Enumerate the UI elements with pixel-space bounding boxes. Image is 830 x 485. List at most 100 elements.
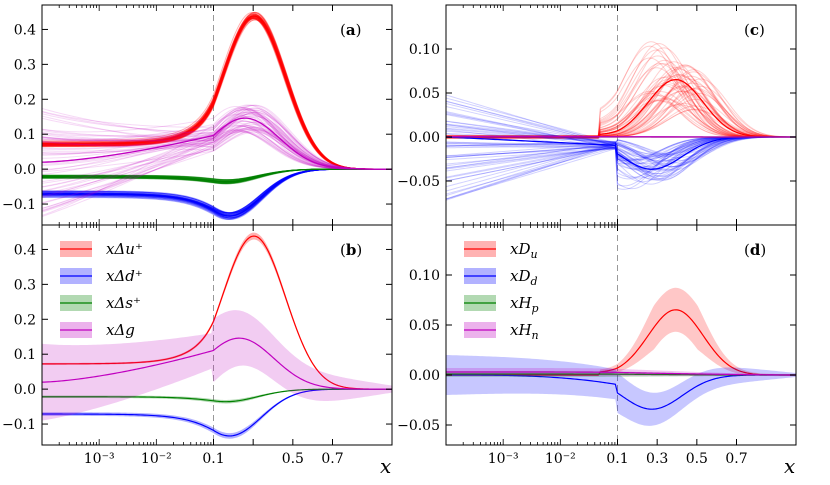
xtick-label: 0.5 — [686, 451, 708, 467]
panel-d: 0.10 0.05 0.00 −0.05 10⁻³ 10⁻² 0.1 0.3 0.5 0.7 x (d… — [397, 224, 797, 478]
replica-line — [446, 103, 796, 168]
ytick-label: 0.2 — [14, 312, 36, 328]
plot-area-b — [42, 225, 392, 445]
replica-line — [446, 78, 796, 138]
ytick-label: 0.05 — [409, 318, 440, 334]
xtick-label: 10⁻² — [141, 451, 172, 467]
plot-area-d — [446, 225, 796, 445]
replica-line — [42, 113, 392, 170]
replica-line — [446, 136, 796, 167]
xtick-label: 0.7 — [725, 451, 747, 467]
ytick-label: 0.1 — [14, 347, 36, 363]
ytick-label: 0.3 — [14, 277, 36, 293]
replica-line — [42, 116, 392, 170]
ytick-label: −0.05 — [397, 174, 440, 190]
replica-line — [446, 64, 796, 138]
replica-line — [446, 124, 796, 159]
series-mean-line — [42, 117, 392, 170]
replica-line — [446, 90, 796, 138]
series-line — [42, 337, 392, 390]
ytick-label: 0.00 — [409, 368, 440, 384]
series-mean-line — [42, 168, 392, 183]
replica-line — [42, 104, 392, 212]
axes-frame — [445, 224, 797, 446]
replica-line — [446, 74, 796, 138]
xtick-label: 10⁻³ — [84, 451, 115, 467]
ytick-label: 0.1 — [14, 127, 36, 143]
replica-line — [42, 111, 392, 170]
plot-area-c — [446, 5, 796, 225]
xtick-label: 10⁻³ — [488, 451, 519, 467]
legend-label: xHn — [510, 321, 539, 342]
replica-line — [42, 104, 392, 170]
x-axis-label: x — [784, 454, 795, 478]
ytick-label: 0.0 — [14, 162, 36, 178]
ytick-label: −0.1 — [2, 197, 36, 213]
legend: xΔu⁺ xΔd⁺ xΔs⁺ xΔg — [60, 240, 143, 339]
panel-label: (b) — [340, 241, 362, 259]
ytick-label: 0.10 — [409, 268, 440, 284]
ytick-label: 0.2 — [14, 92, 36, 108]
xtick-label: 10⁻² — [545, 451, 576, 467]
ytick-label: 0.05 — [409, 86, 440, 102]
series-mean-line — [42, 15, 392, 170]
series-line — [42, 235, 392, 390]
xtick-label: 0.5 — [282, 451, 304, 467]
xtick-label: 0.7 — [321, 451, 343, 467]
xtick-label: 0.3 — [646, 451, 668, 467]
panel-c: 0.10 0.05 0.00 −0.05 (c) — [397, 4, 797, 226]
series-band — [446, 287, 796, 377]
legend-label: xHp — [510, 294, 539, 315]
panel-a: 0.4 0.3 0.2 0.1 0.0 −0.1 (a) — [2, 4, 393, 226]
replica-line — [42, 121, 392, 209]
replica-line — [42, 114, 392, 170]
replica-line — [446, 68, 796, 139]
legend-label: xΔu⁺ — [106, 240, 143, 258]
series-band — [446, 355, 796, 426]
xtick-label: 0.1 — [202, 451, 224, 467]
legend-label: xΔs⁺ — [106, 294, 141, 312]
panel-label: (c) — [744, 21, 765, 39]
replica-line — [446, 100, 796, 162]
ytick-label: 0.10 — [409, 42, 440, 58]
ytick-label: 0.0 — [14, 382, 36, 398]
replica-line — [42, 129, 392, 173]
panel-b: 0.4 0.3 0.2 0.1 0.0 −0.1 10⁻³ 10⁻² 0.1 0.5 0.7 x (b)… — [2, 224, 393, 478]
xtick-label: 0.1 — [606, 451, 628, 467]
plot-area-a — [42, 5, 392, 225]
replica-line — [446, 136, 796, 164]
replica-line — [446, 88, 796, 138]
panel-label: (d) — [744, 241, 766, 259]
replica-line — [446, 69, 796, 139]
replica-line — [446, 98, 796, 138]
ytick-label: 0.00 — [409, 130, 440, 146]
series-line — [446, 371, 796, 376]
legend-label: xDu — [510, 240, 538, 261]
legend-label: xDd — [510, 267, 538, 288]
ytick-label: 0.4 — [14, 22, 36, 38]
series-band — [42, 310, 392, 421]
replica-line — [42, 107, 392, 197]
legend-label: xΔd⁺ — [106, 267, 143, 285]
replica-line — [446, 47, 796, 138]
x-axis-label: x — [380, 454, 391, 478]
series-line — [446, 309, 796, 376]
replica-line — [42, 109, 392, 170]
replica-line — [446, 83, 796, 139]
replica-line — [42, 111, 392, 170]
replica-line — [42, 107, 392, 170]
replica-line — [42, 111, 392, 199]
replica-line — [446, 86, 796, 139]
legend: xDu xDd xHp xHn — [464, 240, 539, 342]
ytick-label: 0.4 — [14, 242, 36, 258]
ytick-label: −0.05 — [397, 418, 440, 434]
legend-label: xΔg — [106, 321, 135, 339]
replica-line — [42, 109, 392, 170]
replica-line — [446, 136, 796, 179]
ytick-label: 0.3 — [14, 57, 36, 73]
replica-line — [42, 104, 392, 188]
ytick-label: −0.1 — [2, 417, 36, 433]
axes-frame — [41, 224, 393, 446]
replica-line — [446, 108, 796, 139]
